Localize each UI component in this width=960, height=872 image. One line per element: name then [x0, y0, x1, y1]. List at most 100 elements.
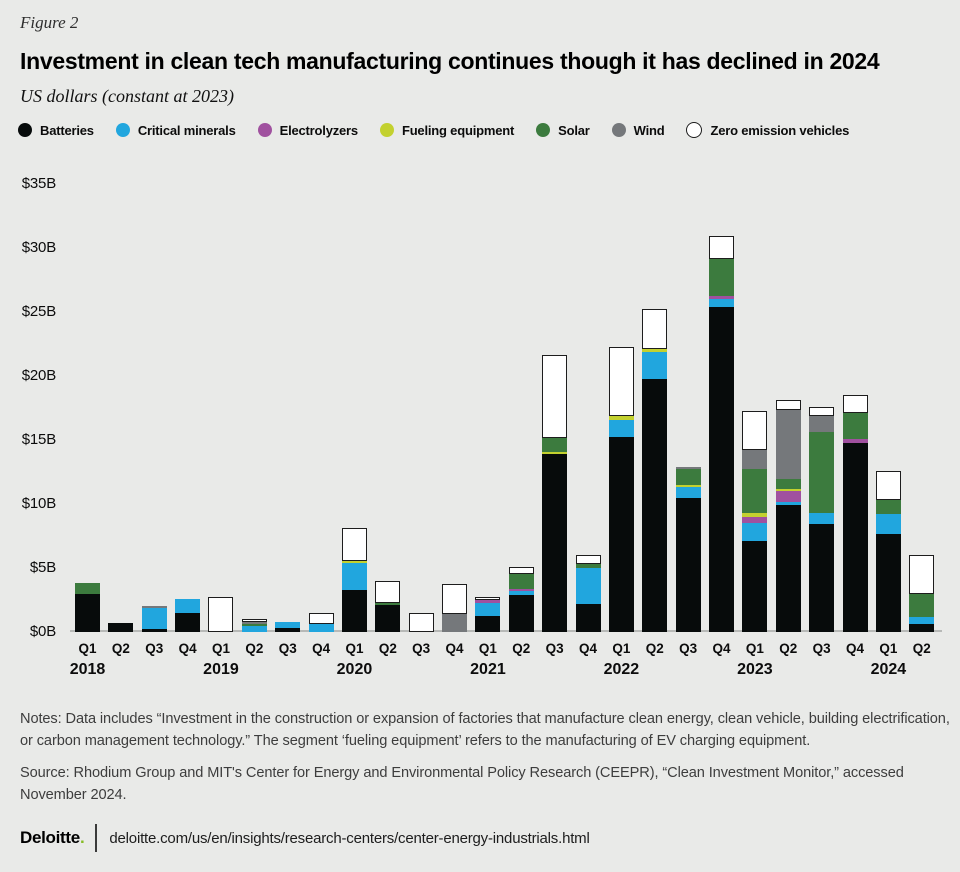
bar-segment-critical_minerals — [275, 621, 301, 629]
x-axis-label-2021-Q1: Q1 — [478, 641, 497, 656]
bar-segment-critical_minerals — [909, 616, 935, 625]
bar-segment-electrolyzers — [842, 439, 868, 443]
bar-segment-batteries — [742, 541, 768, 632]
x-axis-label-2022-Q2: Q2 — [645, 641, 664, 656]
legend-item-electrolyzers: Electrolyzers — [257, 123, 358, 138]
x-axis-label-2018-Q2: Q2 — [111, 641, 130, 656]
bar-2018-Q3 — [141, 605, 167, 632]
bar-2022-Q3 — [675, 466, 701, 632]
bar-segment-zev — [408, 612, 434, 632]
bar-segment-batteries — [275, 628, 301, 632]
x-axis-label-2020-Q3: Q3 — [412, 641, 431, 656]
x-axis-label-2021-Q2: Q2 — [512, 641, 531, 656]
bar-segment-batteries — [642, 378, 668, 632]
deloitte-green-dot: . — [79, 828, 85, 847]
bar-segment-batteries — [175, 613, 201, 632]
bar-segment-wind — [775, 409, 801, 480]
y-axis-label-20: $20B — [21, 367, 56, 384]
bar-segment-zev — [508, 567, 534, 574]
bar-segment-electrolyzers — [742, 517, 768, 524]
bar-segment-critical_minerals — [775, 502, 801, 506]
bar-segment-zev — [842, 394, 868, 414]
bar-segment-batteries — [508, 594, 534, 632]
y-axis-label-30: $30B — [21, 239, 56, 256]
figure-label: Figure 2 — [20, 13, 79, 32]
bar-2021-Q4 — [575, 554, 601, 632]
x-axis-label-2018-Q4: Q4 — [178, 641, 197, 656]
x-axis-label-2019-Q1: Q1 — [211, 641, 230, 656]
x-axis-year-2022: 2022 — [603, 661, 640, 678]
legend-label-fueling_equipment: Fueling equipment — [401, 122, 515, 138]
bar-segment-critical_minerals — [675, 486, 701, 498]
bar-segment-batteries — [842, 442, 868, 632]
bar-2021-Q3 — [542, 354, 568, 632]
legend-item-solar: Solar — [536, 123, 590, 138]
bar-segment-zev — [575, 554, 601, 564]
bar-segment-critical_minerals — [742, 523, 768, 542]
chart-title: Investment in clean tech manufacturing c… — [20, 48, 880, 74]
bar-segment-zev — [241, 618, 267, 623]
bar-2023-Q3 — [809, 406, 835, 632]
y-axis-label-15: $15B — [21, 431, 56, 448]
x-axis-label-2019-Q2: Q2 — [245, 641, 264, 656]
bar-segment-batteries — [709, 306, 735, 632]
bar-segment-critical_minerals — [141, 607, 167, 630]
bar-segment-solar — [575, 563, 601, 569]
bar-segment-solar — [675, 469, 701, 485]
x-axis-label-2021-Q4: Q4 — [579, 641, 598, 656]
deloitte-wordmark: Deloitte — [20, 828, 80, 847]
bar-segment-zev — [375, 581, 401, 604]
bar-2019-Q1 — [208, 596, 234, 632]
bar-segment-fueling_equipment — [775, 488, 801, 492]
bar-segment-wind — [141, 605, 167, 608]
bar-segment-zev — [208, 596, 234, 632]
footer: Deloitte. deloitte.com/us/en/insights/re… — [20, 822, 940, 854]
x-axis-label-2021-Q3: Q3 — [545, 641, 564, 656]
bar-segment-critical_minerals — [809, 512, 835, 524]
x-axis-label-2024-Q1: Q1 — [879, 641, 898, 656]
bar-segment-fueling_equipment — [608, 416, 634, 421]
bar-2020-Q2 — [375, 581, 401, 632]
x-axis-year-2021: 2021 — [470, 661, 506, 678]
bar-segment-wind — [442, 614, 468, 632]
legend-label-solar: Solar — [558, 122, 590, 138]
x-axis-label-2019-Q3: Q3 — [278, 641, 297, 656]
notes-text: Notes: Data includes “Investment in the … — [20, 711, 950, 749]
x-axis-label-2023-Q3: Q3 — [812, 641, 831, 656]
bar-segment-batteries — [775, 505, 801, 632]
footer-divider — [95, 824, 98, 852]
bar-2019-Q4 — [308, 612, 334, 632]
bar-2023-Q1 — [742, 410, 768, 632]
bar-segment-solar — [775, 479, 801, 489]
legend-item-wind: Wind — [611, 122, 665, 138]
legend-label-wind: Wind — [633, 122, 665, 138]
source-text: Source: Rhodium Group and MIT's Center f… — [20, 765, 904, 803]
bar-segment-solar — [909, 593, 935, 617]
bar-segment-fueling_equipment — [341, 560, 367, 563]
wind-swatch-icon — [611, 123, 626, 137]
bar-segment-solar — [709, 258, 735, 297]
bar-segment-solar — [508, 573, 534, 589]
bar-segment-critical_minerals — [508, 591, 534, 595]
bar-segment-fueling_equipment — [542, 451, 568, 455]
electrolyzers-swatch-icon — [257, 123, 272, 137]
y-axis-label-0: $0B — [29, 623, 56, 640]
bar-2020-Q1 — [341, 527, 367, 632]
x-axis-label-2022-Q4: Q4 — [712, 641, 731, 656]
bar-2022-Q1 — [608, 347, 634, 632]
bar-2018-Q2 — [108, 623, 134, 632]
bar-segment-critical_minerals — [875, 513, 901, 535]
deloitte-logo: Deloitte. — [20, 828, 85, 848]
bar-segment-batteries — [542, 454, 568, 632]
bar-segment-electrolyzers — [475, 600, 501, 603]
bar-2020-Q3 — [408, 612, 434, 632]
legend-label-batteries: Batteries — [40, 122, 94, 138]
bar-segment-batteries — [875, 534, 901, 632]
solar-swatch-icon — [536, 123, 551, 137]
bar-segment-zev — [608, 347, 634, 417]
bar-segment-critical_minerals — [608, 420, 634, 438]
bar-segment-zev — [642, 309, 668, 350]
x-axis-label-2023-Q4: Q4 — [845, 641, 864, 656]
bar-2019-Q3 — [275, 621, 301, 632]
